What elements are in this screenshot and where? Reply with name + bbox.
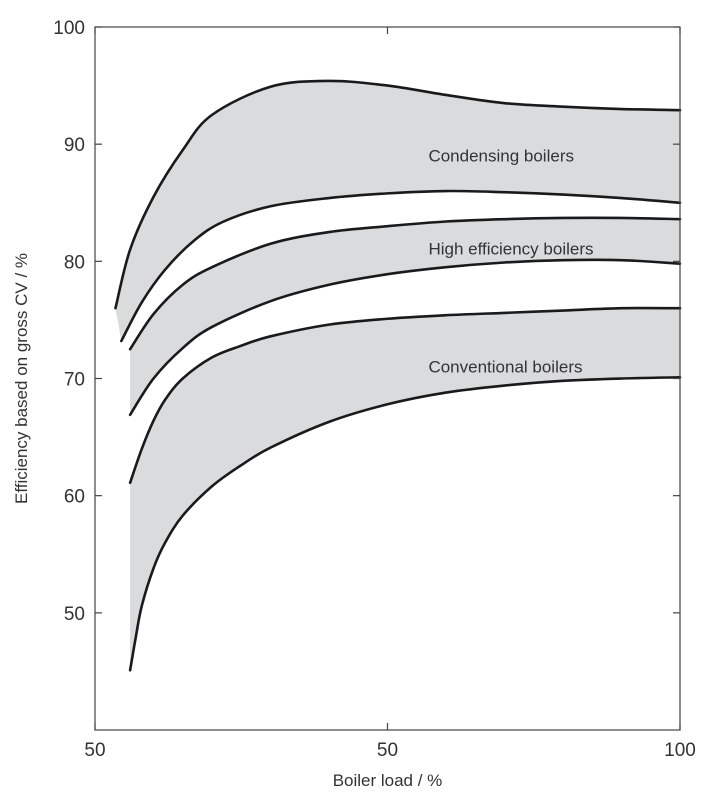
y-tick-label: 90 [64,135,85,156]
y-tick-label: 60 [64,487,85,508]
band-2-lower-curve [128,258,682,417]
x-tick-label: 50 [84,740,105,761]
curves [114,79,682,672]
x-axis-title: Boiler load / % [333,771,443,790]
band-label-1: Condensing boilers [428,147,574,166]
band-3-upper-curve [128,306,682,485]
y-tick-label: 50 [64,604,85,625]
band-1-upper-curve [114,79,682,310]
band-label-2: High efficiency boilers [428,239,593,258]
x-tick-label: 50 [377,740,398,761]
y-tick-label: 80 [64,252,85,273]
band-3-lower-curve [128,376,682,672]
ticks [94,26,681,730]
band-3-fill [130,308,681,671]
annotations: Condensing boilers High efficiency boiler… [428,147,593,377]
y-axis-title: Efficiency based on gross CV / % [12,253,31,504]
band-1-fill [115,80,681,342]
band-label-3: Conventional boilers [428,358,582,377]
band-1-lower-curve [120,189,682,343]
y-tick-label: 100 [53,18,85,39]
bands [115,80,681,671]
tick-labels: 50 60 70 80 90 100 50 50 100 [53,18,696,761]
band-2-fill [130,217,681,415]
x-tick-label: 100 [664,740,696,761]
band-2-upper-curve [128,216,682,351]
y-tick-label: 70 [64,370,85,391]
